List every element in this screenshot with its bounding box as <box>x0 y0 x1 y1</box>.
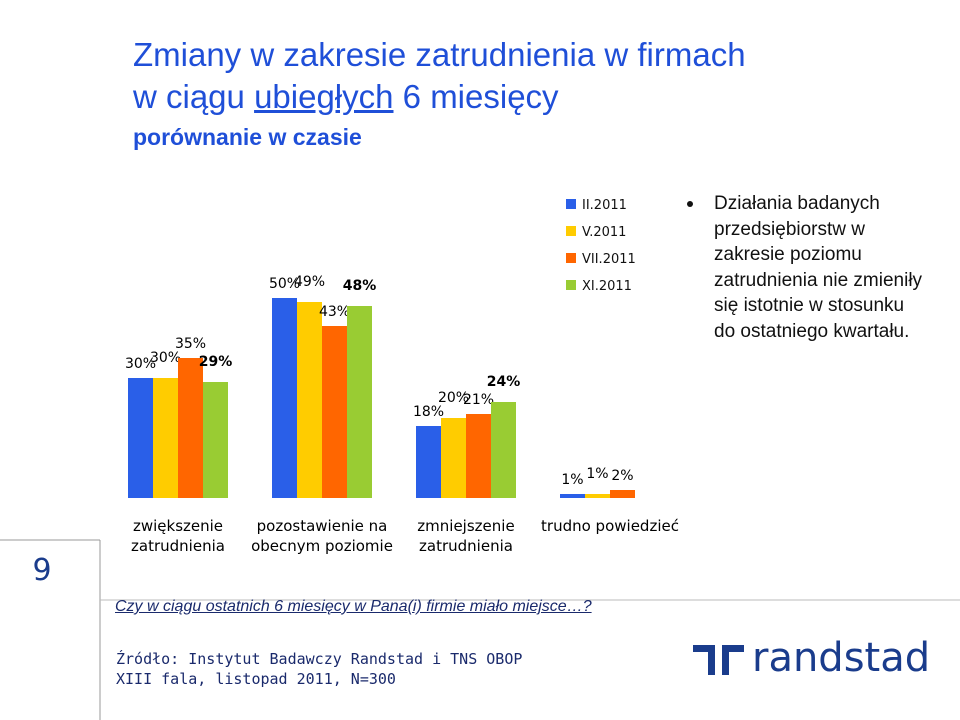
question: Czy w ciągu ostatnich 6 miesięcy w Pana(… <box>115 598 592 615</box>
value-label: 21% <box>463 392 494 408</box>
bar <box>178 358 203 498</box>
value-label: 24% <box>487 374 521 390</box>
source-line: XIII fala, listopad 2011, N=300 <box>116 670 396 688</box>
value-label: 48% <box>343 278 377 294</box>
value-label: 50% <box>269 276 300 292</box>
subtitle: porównanie w czasie <box>133 124 362 150</box>
legend-swatch <box>566 280 576 290</box>
value-label: 1% <box>586 466 608 482</box>
category-label: zwiększenie zatrudnienia <box>131 517 225 555</box>
bar <box>491 402 516 498</box>
category-label: zmniejszenie zatrudnienia <box>417 517 515 555</box>
value-label: 1% <box>561 472 583 488</box>
title-part: ubiegłych <box>254 78 394 115</box>
page-number: 9 <box>32 553 51 588</box>
bar <box>322 326 347 498</box>
legend-label: V.2011 <box>582 225 626 240</box>
bar <box>610 490 635 498</box>
bar <box>441 418 466 498</box>
logo-mark <box>693 645 744 675</box>
value-label: 18% <box>413 404 444 420</box>
logo-text: randstad <box>752 635 930 681</box>
value-label: 35% <box>175 336 206 352</box>
value-label: 29% <box>199 354 233 370</box>
bar <box>128 378 153 498</box>
legend-label: XI.2011 <box>582 279 632 294</box>
bar <box>466 414 491 498</box>
legend-swatch <box>566 253 576 263</box>
value-label: 30% <box>125 356 156 372</box>
value-label: 30% <box>150 350 181 366</box>
bullet-text: Działania badanych przedsiębiorstw w zak… <box>714 193 923 342</box>
value-label: 43% <box>319 304 350 320</box>
category-label: trudno powiedzieć <box>541 517 679 535</box>
value-label: 20% <box>438 390 469 406</box>
title-part: 6 miesięcy <box>402 78 559 115</box>
bar <box>347 306 372 498</box>
legend-swatch <box>566 226 576 236</box>
legend-label: VII.2011 <box>582 252 636 267</box>
bar <box>297 302 322 498</box>
title-line: Zmiany w zakresie zatrudnienia w firmach <box>133 36 746 73</box>
bar <box>153 378 178 498</box>
bar <box>416 426 441 498</box>
bar <box>203 382 228 498</box>
legend-swatch <box>566 199 576 209</box>
source-line: Źródło: Instytut Badawczy Randstad i TNS… <box>116 650 523 668</box>
value-label: 49% <box>294 274 325 290</box>
legend-label: II.2011 <box>582 198 627 213</box>
title-line: w ciągu ubiegłych 6 miesięcy <box>133 78 559 116</box>
category-label: pozostawienie na obecnym poziomie <box>251 517 393 555</box>
value-label: 2% <box>611 468 633 484</box>
bullet-dot <box>687 201 693 207</box>
bar <box>560 494 585 498</box>
bar <box>585 494 610 498</box>
bar <box>272 298 297 498</box>
title-part: w ciągu <box>133 78 245 115</box>
